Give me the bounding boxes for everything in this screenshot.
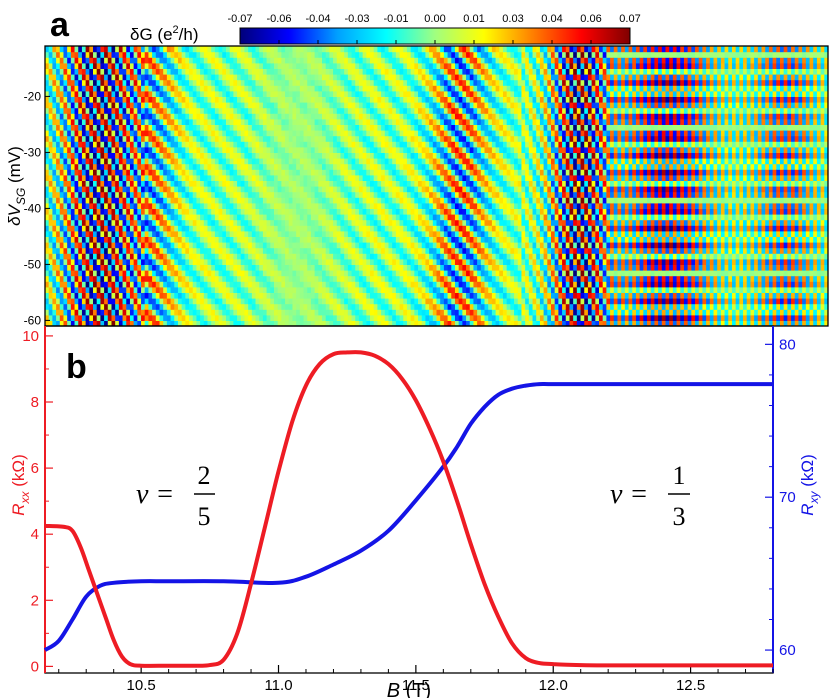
colorbar-tick-label-1: -0.06	[266, 13, 291, 25]
series-line-rxy	[43, 381, 773, 652]
right-tick-label-2: 80	[779, 336, 796, 353]
colorbar-tick-label-6: 0.01	[463, 13, 484, 25]
colorbar-tick-label-0: -0.07	[227, 13, 252, 25]
colorbar-tick-label-2: -0.04	[305, 13, 330, 25]
left-tick-label-0: 0	[31, 658, 39, 675]
colorbar: δG (e2/h) -0.07 -0.06 -0.04 -0.03 -0.01 0.00 0…	[130, 13, 641, 45]
annotation-nu-1-3-denominator: 3	[673, 502, 686, 531]
colorbar-label-suffix: /h)	[179, 25, 199, 44]
left-axis-label: Rxx (kΩ)	[9, 454, 32, 516]
colorbar-label-sup: 2	[173, 24, 179, 36]
left-tick-label-2: 4	[31, 526, 39, 543]
heatmap-y-ticks: -20 -30 -40 -50 -60	[24, 89, 50, 327]
colorbar-tick-label-9: 0.06	[580, 13, 601, 25]
heatmap-y-label-post: (mV)	[5, 146, 24, 188]
heatmap-image	[45, 46, 828, 326]
heatmap-y-label-sub: SG	[14, 188, 28, 205]
heatmap-y-label: δVSG (mV)	[5, 146, 28, 226]
left-tick-label-3: 6	[31, 460, 39, 477]
panel-label-a: a	[50, 6, 70, 44]
heatmap-y-tick-label-1: -30	[24, 145, 42, 159]
colorbar-tick-label-3: -0.03	[344, 13, 369, 25]
colorbar-label: δG (e2/h)	[130, 24, 199, 44]
annotation-nu-2-5-numerator: 2	[198, 461, 211, 490]
right-tick-label-0: 60	[779, 642, 796, 659]
heatmap-panel: -20 -30 -40 -50 -60 δVSG (mV)	[5, 45, 829, 327]
left-axis-ticks: 0 2 4 6 8 10	[22, 328, 53, 675]
x-axis-label: B (T)	[387, 680, 431, 698]
colorbar-label-prefix: δG (e	[130, 25, 173, 44]
line-panel: b 10.5 11.0 11.5 12.0 12.5 0 2 4 6 8 10 60 70 80 B …	[9, 325, 821, 698]
x-axis-label-var: B	[387, 680, 400, 698]
colorbar-tick-label-5: 0.00	[424, 13, 445, 25]
annotation-nu-2-5: ν = 2 5	[136, 461, 215, 531]
left-tick-label-4: 8	[31, 394, 39, 411]
heatmap-y-tick-label-3: -50	[24, 257, 42, 271]
heatmap-y-tick-label-2: -40	[24, 201, 42, 215]
colorbar-tick-label-7: 0.03	[502, 13, 523, 25]
colorbar-tick-label-4: -0.01	[383, 13, 408, 25]
heatmap-y-tick-label-4: -60	[24, 313, 42, 327]
right-tick-label-1: 70	[779, 489, 796, 506]
x-tick-label-0: 10.5	[127, 677, 156, 694]
series-line-rxx	[44, 350, 773, 668]
x-tick-label-3: 12.0	[539, 677, 568, 694]
right-axis-label-sub: xy	[807, 490, 821, 504]
left-tick-label-1: 2	[31, 592, 39, 609]
annotation-nu-1-3-numerator: 1	[673, 461, 686, 490]
annotation-nu-2-5-prefix: ν =	[136, 479, 174, 510]
x-tick-label-1: 11.0	[264, 677, 292, 694]
annotation-nu-1-3: ν = 1 3	[610, 461, 690, 531]
annotation-nu-2-5-denominator: 5	[198, 502, 211, 531]
colorbar-ticks: -0.07 -0.06 -0.04 -0.03 -0.01 0.00 0.01 0.03 0.0…	[227, 13, 641, 44]
heatmap-y-label-pre: δV	[5, 203, 24, 225]
colorbar-tick-label-8: 0.04	[541, 13, 562, 25]
x-axis-ticks: 10.5 11.0 11.5 12.0 12.5	[58, 665, 774, 694]
heatmap-y-tick-label-0: -20	[24, 89, 42, 103]
right-axis-ticks: 60 70 80	[765, 336, 796, 659]
right-axis-label-var: R	[798, 503, 817, 515]
right-axis-label-unit: (kΩ)	[798, 454, 817, 491]
x-tick-label-2: 11.5	[402, 677, 430, 694]
left-axis-label-var: R	[9, 503, 28, 515]
annotation-nu-1-3-prefix: ν =	[610, 479, 648, 510]
panel-label-b: b	[66, 348, 87, 386]
left-axis-label-sub: xx	[18, 490, 32, 504]
left-tick-label-5: 10	[22, 328, 39, 345]
right-axis-label: Rxy (kΩ)	[798, 454, 821, 516]
colorbar-tick-label-10: 0.07	[619, 13, 640, 25]
left-axis-label-unit: (kΩ)	[9, 454, 28, 491]
x-tick-label-4: 12.5	[676, 677, 705, 694]
x-axis-label-unit: (T)	[400, 680, 431, 698]
